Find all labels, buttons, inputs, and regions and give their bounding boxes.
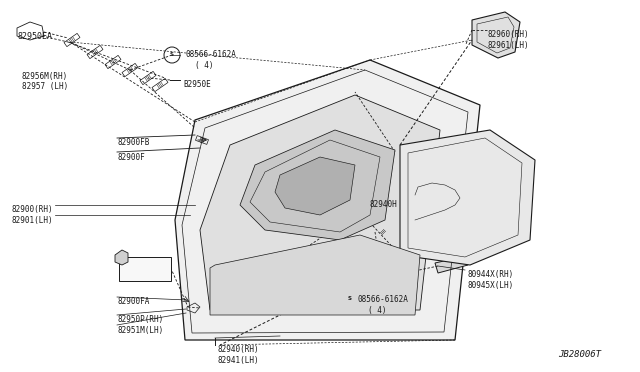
Text: 80944X(RH): 80944X(RH) [468,270,515,279]
Text: 82950P(RH): 82950P(RH) [118,315,164,324]
Text: 08566-6162A: 08566-6162A [185,50,236,59]
Polygon shape [175,60,480,340]
Text: 82961(LH): 82961(LH) [488,41,530,50]
Polygon shape [115,250,128,265]
Text: ( 4): ( 4) [368,306,387,315]
Text: 82941(LH): 82941(LH) [218,356,260,365]
Text: S: S [348,295,352,301]
Text: 82956M(RH): 82956M(RH) [22,72,68,81]
Text: 82900FB: 82900FB [118,138,150,147]
Text: 08566-6162A: 08566-6162A [358,295,409,304]
Text: SEC.267: SEC.267 [128,270,161,279]
Polygon shape [275,157,355,215]
Text: 82900(RH): 82900(RH) [12,205,54,214]
FancyBboxPatch shape [119,257,171,281]
Text: ( 4): ( 4) [195,61,214,70]
Text: 82940(RH): 82940(RH) [218,345,260,354]
Polygon shape [435,256,468,273]
Text: 80945X(LH): 80945X(LH) [468,281,515,290]
Text: 82950EA: 82950EA [18,32,53,41]
Text: 82901(LH): 82901(LH) [12,216,54,225]
Text: JB28006T: JB28006T [558,350,601,359]
Text: 82900F: 82900F [118,153,146,162]
Text: B2950E: B2950E [183,80,211,89]
Text: 82951M(LH): 82951M(LH) [118,326,164,335]
Polygon shape [472,12,520,58]
Text: 82940H: 82940H [370,200,397,209]
Text: 82960(RH): 82960(RH) [488,30,530,39]
Text: 82900FA: 82900FA [118,297,150,306]
Text: 82957 (LH): 82957 (LH) [22,82,68,91]
Polygon shape [400,130,535,265]
Text: S: S [170,52,174,58]
Polygon shape [240,130,395,240]
Polygon shape [200,95,440,310]
Polygon shape [210,235,420,315]
